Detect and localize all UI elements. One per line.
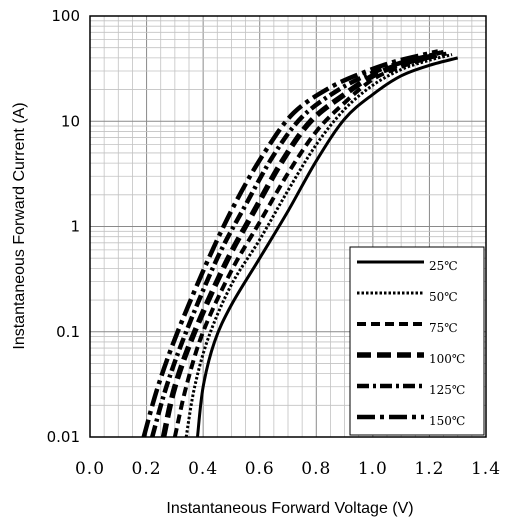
y-tick-labels: 0.01 0.1 1 10 100 — [47, 7, 80, 446]
x-axis-label: Instantaneous Forward Voltage (V) — [166, 500, 413, 517]
x-tick-label: 0.4 — [188, 459, 218, 479]
y-tick-label: 0.01 — [47, 428, 80, 446]
legend-box — [349, 246, 485, 436]
legend-label-4: 100℃ — [429, 352, 465, 366]
series-curves — [141, 49, 459, 438]
y-axis-label: Instantaneous Forward Current (A) — [11, 102, 28, 349]
legend-label-2: 50℃ — [429, 290, 458, 304]
y-tick-label: 100 — [51, 7, 80, 25]
x-tick-label: 1.0 — [358, 459, 388, 479]
y-tick-label: 10 — [61, 112, 80, 130]
x-tick-label: 0.8 — [301, 459, 331, 479]
legend: 25℃ 50℃ 75℃ 100℃ 125℃ 150℃ — [349, 246, 485, 436]
legend-label-1: 25℃ — [429, 259, 458, 273]
x-tick-label: 1.4 — [471, 459, 501, 479]
x-tick-label: 1.2 — [414, 459, 444, 479]
series-line-6 — [141, 49, 439, 438]
x-tick-label: 0.2 — [132, 459, 162, 479]
x-tick-label: 0.0 — [75, 459, 105, 479]
legend-label-5: 125℃ — [429, 383, 465, 397]
y-tick-label: 0.1 — [56, 323, 80, 341]
series-line-5 — [150, 50, 442, 438]
x-tick-label: 0.6 — [245, 459, 275, 479]
legend-label-3: 75℃ — [429, 321, 458, 335]
legend-label-6: 150℃ — [429, 414, 465, 428]
y-tick-label: 1 — [70, 218, 80, 236]
x-tick-labels: 0.0 0.2 0.4 0.6 0.8 1.0 1.2 1.4 — [75, 459, 501, 479]
series-line-1 — [195, 56, 459, 438]
plot-frame — [89, 15, 487, 438]
series-line-2 — [184, 53, 453, 438]
